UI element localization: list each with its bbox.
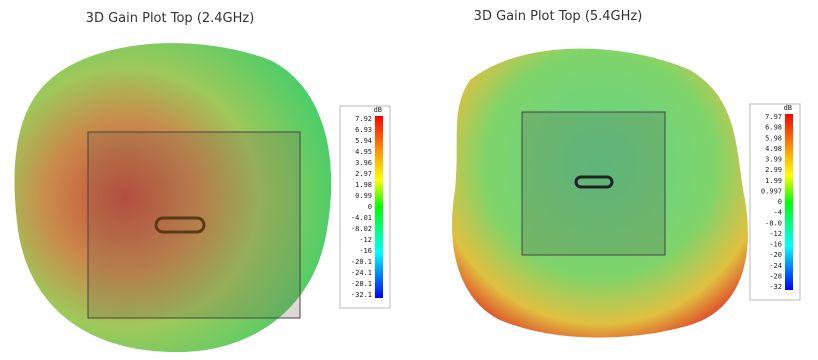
colorbar-label: 6.98: [765, 124, 782, 132]
colorbar-label: -32.1: [351, 291, 372, 299]
plot-left: [14, 43, 332, 353]
board: [87, 131, 301, 319]
plot-title: 3D Gain Plot Top (2.4GHz): [86, 11, 255, 26]
colorbar-label: 2.99: [765, 166, 782, 174]
colorbar-label: 1.98: [355, 181, 372, 189]
colorbar-label: -24: [769, 262, 782, 270]
colorbar-label: -16: [359, 247, 372, 255]
colorbar-label: 0: [778, 198, 782, 206]
colorbar-label: -28: [769, 272, 782, 280]
colorbar-label: -28.1: [351, 280, 372, 288]
colorbar-label: 4.95: [355, 148, 372, 156]
antenna: [154, 216, 206, 234]
colorbar-unit: dB: [374, 106, 382, 114]
colorbar-label: 5.98: [765, 134, 782, 142]
colorbar-label: -16: [769, 241, 782, 249]
colorbar-label: 0: [368, 203, 372, 211]
colorbar-label: 3.96: [355, 159, 372, 167]
colorbar-label: 3.99: [765, 156, 782, 164]
plot-title: 3D Gain Plot Top (5.4GHz): [474, 9, 643, 24]
colorbar-label: -20.1: [351, 258, 372, 266]
colorbar-unit: dB: [784, 104, 792, 112]
colorbar-label: -4.01: [351, 214, 372, 222]
colorbar-label: 0.99: [355, 192, 372, 200]
colorbar-label: 5.94: [355, 137, 372, 145]
colorbar-label: -8.02: [351, 225, 372, 233]
plot-right: [452, 48, 748, 338]
colorbar-label: 7.92: [355, 115, 372, 123]
colorbar-label: -20: [769, 251, 782, 259]
colorbar-label: 2.97: [355, 170, 372, 178]
colorbar: [785, 114, 793, 290]
colorbar: [375, 116, 383, 298]
colorbar-label: -12: [359, 236, 372, 244]
colorbar-label: -4: [774, 209, 782, 217]
colorbar-label: -8.0: [765, 219, 782, 227]
colorbar-label: -12: [769, 230, 782, 238]
board: [521, 111, 666, 256]
colorbar-label: 0.997: [761, 187, 782, 195]
colorbar-label: -24.1: [351, 269, 372, 277]
colorbar-label: 1.99: [765, 177, 782, 185]
colorbar-label: 4.98: [765, 145, 782, 153]
colorbar-label: 7.97: [765, 113, 782, 121]
antenna: [574, 175, 614, 189]
colorbar-label: -32: [769, 283, 782, 291]
gain-pattern: [14, 43, 332, 353]
colorbar-label: 6.93: [355, 126, 372, 134]
gain-pattern: [452, 48, 748, 338]
